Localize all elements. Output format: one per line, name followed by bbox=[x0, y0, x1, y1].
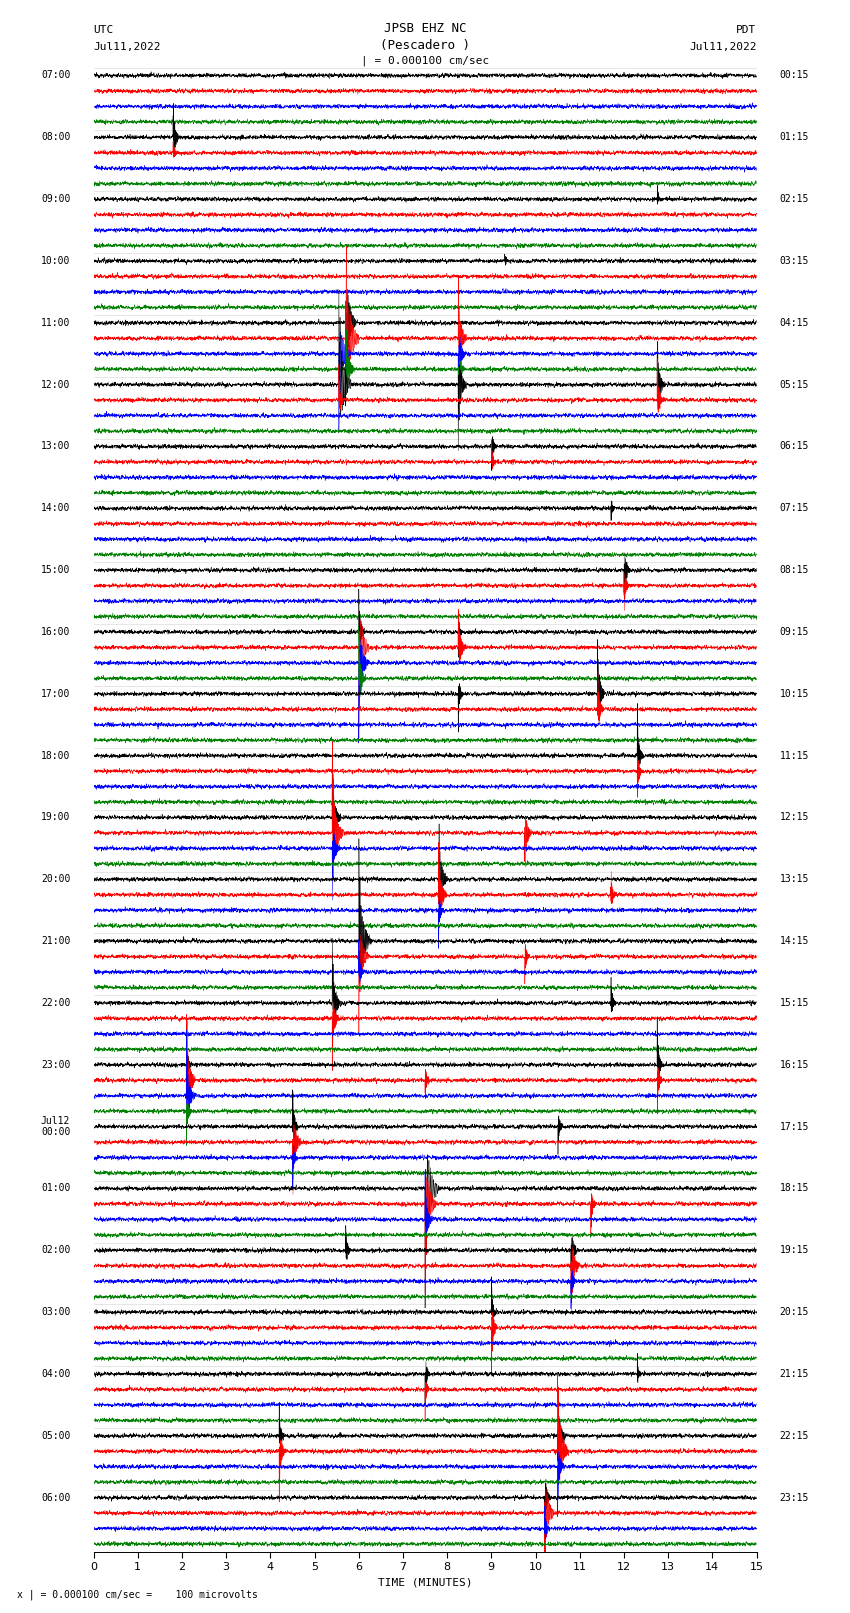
X-axis label: TIME (MINUTES): TIME (MINUTES) bbox=[377, 1578, 473, 1587]
Text: 00:15: 00:15 bbox=[779, 71, 809, 81]
Text: | = 0.000100 cm/sec: | = 0.000100 cm/sec bbox=[361, 55, 489, 66]
Text: 02:15: 02:15 bbox=[779, 194, 809, 205]
Text: 09:15: 09:15 bbox=[779, 627, 809, 637]
Text: Jul11,2022: Jul11,2022 bbox=[94, 42, 161, 52]
Text: 18:15: 18:15 bbox=[779, 1184, 809, 1194]
Text: 04:15: 04:15 bbox=[779, 318, 809, 327]
Text: 04:00: 04:00 bbox=[41, 1369, 71, 1379]
Text: 08:15: 08:15 bbox=[779, 565, 809, 576]
Text: 13:15: 13:15 bbox=[779, 874, 809, 884]
Text: 10:15: 10:15 bbox=[779, 689, 809, 698]
Text: 20:00: 20:00 bbox=[41, 874, 71, 884]
Text: 21:00: 21:00 bbox=[41, 936, 71, 947]
Text: 18:00: 18:00 bbox=[41, 750, 71, 761]
Text: 14:15: 14:15 bbox=[779, 936, 809, 947]
Text: 11:00: 11:00 bbox=[41, 318, 71, 327]
Text: 21:15: 21:15 bbox=[779, 1369, 809, 1379]
Text: 22:00: 22:00 bbox=[41, 998, 71, 1008]
Text: 16:00: 16:00 bbox=[41, 627, 71, 637]
Text: 19:15: 19:15 bbox=[779, 1245, 809, 1255]
Text: 20:15: 20:15 bbox=[779, 1307, 809, 1318]
Text: 17:15: 17:15 bbox=[779, 1121, 809, 1132]
Text: 14:00: 14:00 bbox=[41, 503, 71, 513]
Text: 06:15: 06:15 bbox=[779, 442, 809, 452]
Text: JPSB EHZ NC: JPSB EHZ NC bbox=[383, 23, 467, 35]
Text: 05:15: 05:15 bbox=[779, 379, 809, 390]
Text: 01:00: 01:00 bbox=[41, 1184, 71, 1194]
Text: 12:15: 12:15 bbox=[779, 813, 809, 823]
Text: 07:15: 07:15 bbox=[779, 503, 809, 513]
Text: 03:00: 03:00 bbox=[41, 1307, 71, 1318]
Text: 15:15: 15:15 bbox=[779, 998, 809, 1008]
Text: x | = 0.000100 cm/sec =    100 microvolts: x | = 0.000100 cm/sec = 100 microvolts bbox=[17, 1589, 258, 1600]
Text: 02:00: 02:00 bbox=[41, 1245, 71, 1255]
Text: 07:00: 07:00 bbox=[41, 71, 71, 81]
Text: 06:00: 06:00 bbox=[41, 1492, 71, 1503]
Text: 08:00: 08:00 bbox=[41, 132, 71, 142]
Text: (Pescadero ): (Pescadero ) bbox=[380, 39, 470, 52]
Text: 03:15: 03:15 bbox=[779, 256, 809, 266]
Text: 15:00: 15:00 bbox=[41, 565, 71, 576]
Text: 23:15: 23:15 bbox=[779, 1492, 809, 1503]
Text: UTC: UTC bbox=[94, 26, 114, 35]
Text: Jul12
00:00: Jul12 00:00 bbox=[41, 1116, 71, 1137]
Text: 17:00: 17:00 bbox=[41, 689, 71, 698]
Text: 13:00: 13:00 bbox=[41, 442, 71, 452]
Text: 01:15: 01:15 bbox=[779, 132, 809, 142]
Text: PDT: PDT bbox=[736, 26, 756, 35]
Text: 22:15: 22:15 bbox=[779, 1431, 809, 1440]
Text: Jul11,2022: Jul11,2022 bbox=[689, 42, 756, 52]
Text: 10:00: 10:00 bbox=[41, 256, 71, 266]
Text: 05:00: 05:00 bbox=[41, 1431, 71, 1440]
Text: 11:15: 11:15 bbox=[779, 750, 809, 761]
Text: 09:00: 09:00 bbox=[41, 194, 71, 205]
Text: 19:00: 19:00 bbox=[41, 813, 71, 823]
Text: 16:15: 16:15 bbox=[779, 1060, 809, 1069]
Text: 12:00: 12:00 bbox=[41, 379, 71, 390]
Text: 23:00: 23:00 bbox=[41, 1060, 71, 1069]
